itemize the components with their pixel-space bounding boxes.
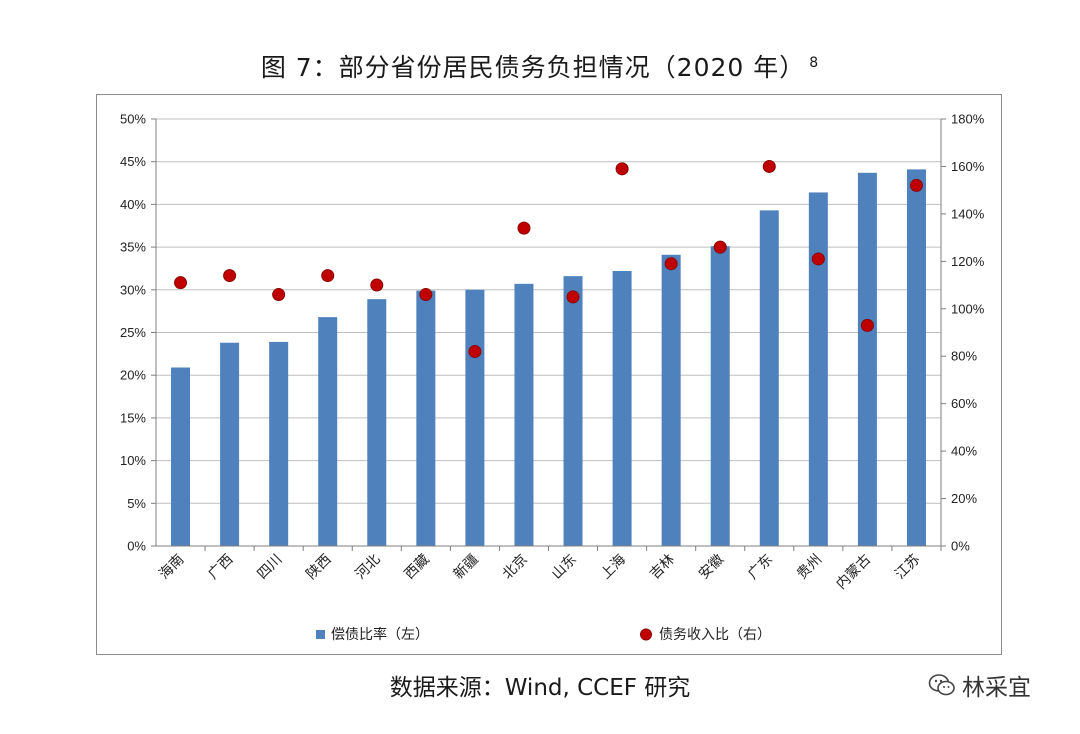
category-label: 贵州 (794, 552, 825, 583)
dot-series (174, 159, 923, 358)
legend-bar-label: 偿债比率（左） (331, 626, 429, 643)
right-tick-label: 60% (951, 396, 977, 411)
chart-title-text: 图 7：部分省份居民债务负担情况（2020 年） (260, 53, 806, 82)
dot (272, 288, 286, 302)
legend-dot-label: 债务收入比（右） (659, 627, 771, 643)
dot (762, 159, 776, 173)
category-label: 内蒙古 (833, 552, 874, 593)
watermark-text: 林采宜 (962, 675, 1031, 701)
bar (465, 289, 485, 546)
bar (661, 254, 681, 546)
bar (171, 367, 191, 546)
category-label: 新疆 (451, 552, 482, 583)
left-tick-label: 40% (120, 197, 146, 212)
right-tick-label: 40% (951, 444, 977, 459)
category-label: 安徽 (696, 552, 727, 583)
category-label: 海南 (156, 552, 187, 583)
category-label: 广东 (745, 552, 776, 583)
chart-title: 图 7：部分省份居民债务负担情况（2020 年） 8 (0, 48, 1080, 84)
wechat-icon (928, 674, 955, 696)
bar (269, 341, 289, 546)
legend-bar-swatch (316, 630, 325, 639)
right-tick-label: 140% (951, 206, 985, 221)
category-label: 江苏 (892, 552, 923, 583)
left-tick-label: 25% (120, 325, 146, 340)
category-label: 广西 (205, 552, 236, 583)
left-tick-label: 20% (120, 368, 146, 383)
dot (713, 240, 727, 254)
dot (811, 252, 825, 266)
dot (223, 269, 237, 283)
right-tick-label: 180% (951, 112, 985, 127)
category-label: 四川 (254, 552, 285, 583)
bar (563, 276, 583, 546)
dot (615, 162, 629, 176)
chart-frame: 0% 5% 10% 15% 20% 25% 30% 35% 40% 45% 50% 0% 20% 40% 6… (96, 94, 1002, 655)
dot (468, 344, 482, 358)
chart-plot: 0% 5% 10% 15% 20% 25% 30% 35% 40% 45% 50% 0% 20% 40% 6… (120, 112, 985, 644)
dot (517, 221, 531, 235)
watermark: 林采宜 (928, 668, 1031, 702)
right-tick-label: 80% (951, 349, 977, 364)
source-note: 数据来源：Wind, CCEF 研究 (389, 675, 691, 701)
bar (220, 342, 240, 546)
bar (710, 246, 730, 546)
axes: 0% 5% 10% 15% 20% 25% 30% 35% 40% 45% 50% 0% 20% 40% 6… (120, 112, 985, 593)
left-tick-label: 35% (120, 240, 146, 255)
dot (370, 278, 384, 292)
right-tick-label: 100% (951, 301, 985, 316)
left-tick-label: 50% (120, 112, 146, 127)
left-tick-label: 30% (120, 282, 146, 297)
dot (664, 257, 678, 271)
bar (906, 169, 926, 547)
right-tick-label: 160% (951, 159, 985, 174)
bar (416, 290, 436, 546)
dot (909, 178, 923, 192)
dot (321, 269, 335, 283)
category-label: 陕西 (303, 552, 334, 583)
footnote-marker: 8 (809, 54, 820, 71)
bar (514, 283, 534, 546)
bar (367, 299, 387, 546)
left-tick-label: 15% (120, 410, 146, 425)
dot (566, 290, 580, 304)
dot (860, 318, 874, 332)
left-tick-label: 0% (127, 539, 146, 554)
category-label: 吉林 (647, 552, 678, 583)
right-tick-label: 0% (951, 539, 970, 554)
right-tick-label: 20% (951, 491, 977, 506)
legend: 偿债比率（左） 债务收入比（右） (316, 626, 771, 643)
bar (857, 172, 877, 546)
left-tick-label: 45% (120, 154, 146, 169)
category-label: 山东 (549, 552, 580, 583)
left-tick-label: 5% (127, 496, 146, 511)
bar (759, 210, 779, 546)
category-label: 河北 (352, 552, 383, 583)
legend-dot-swatch (640, 628, 652, 641)
category-label: 上海 (598, 552, 629, 583)
bar (318, 317, 338, 546)
right-tick-label: 120% (951, 254, 985, 269)
left-tick-label: 10% (120, 453, 146, 468)
dot (419, 288, 433, 302)
category-label: 西藏 (402, 552, 433, 583)
bar (808, 192, 828, 546)
bar-series (171, 169, 926, 547)
bar (612, 271, 632, 546)
dot (174, 276, 188, 290)
category-label: 北京 (500, 552, 531, 583)
